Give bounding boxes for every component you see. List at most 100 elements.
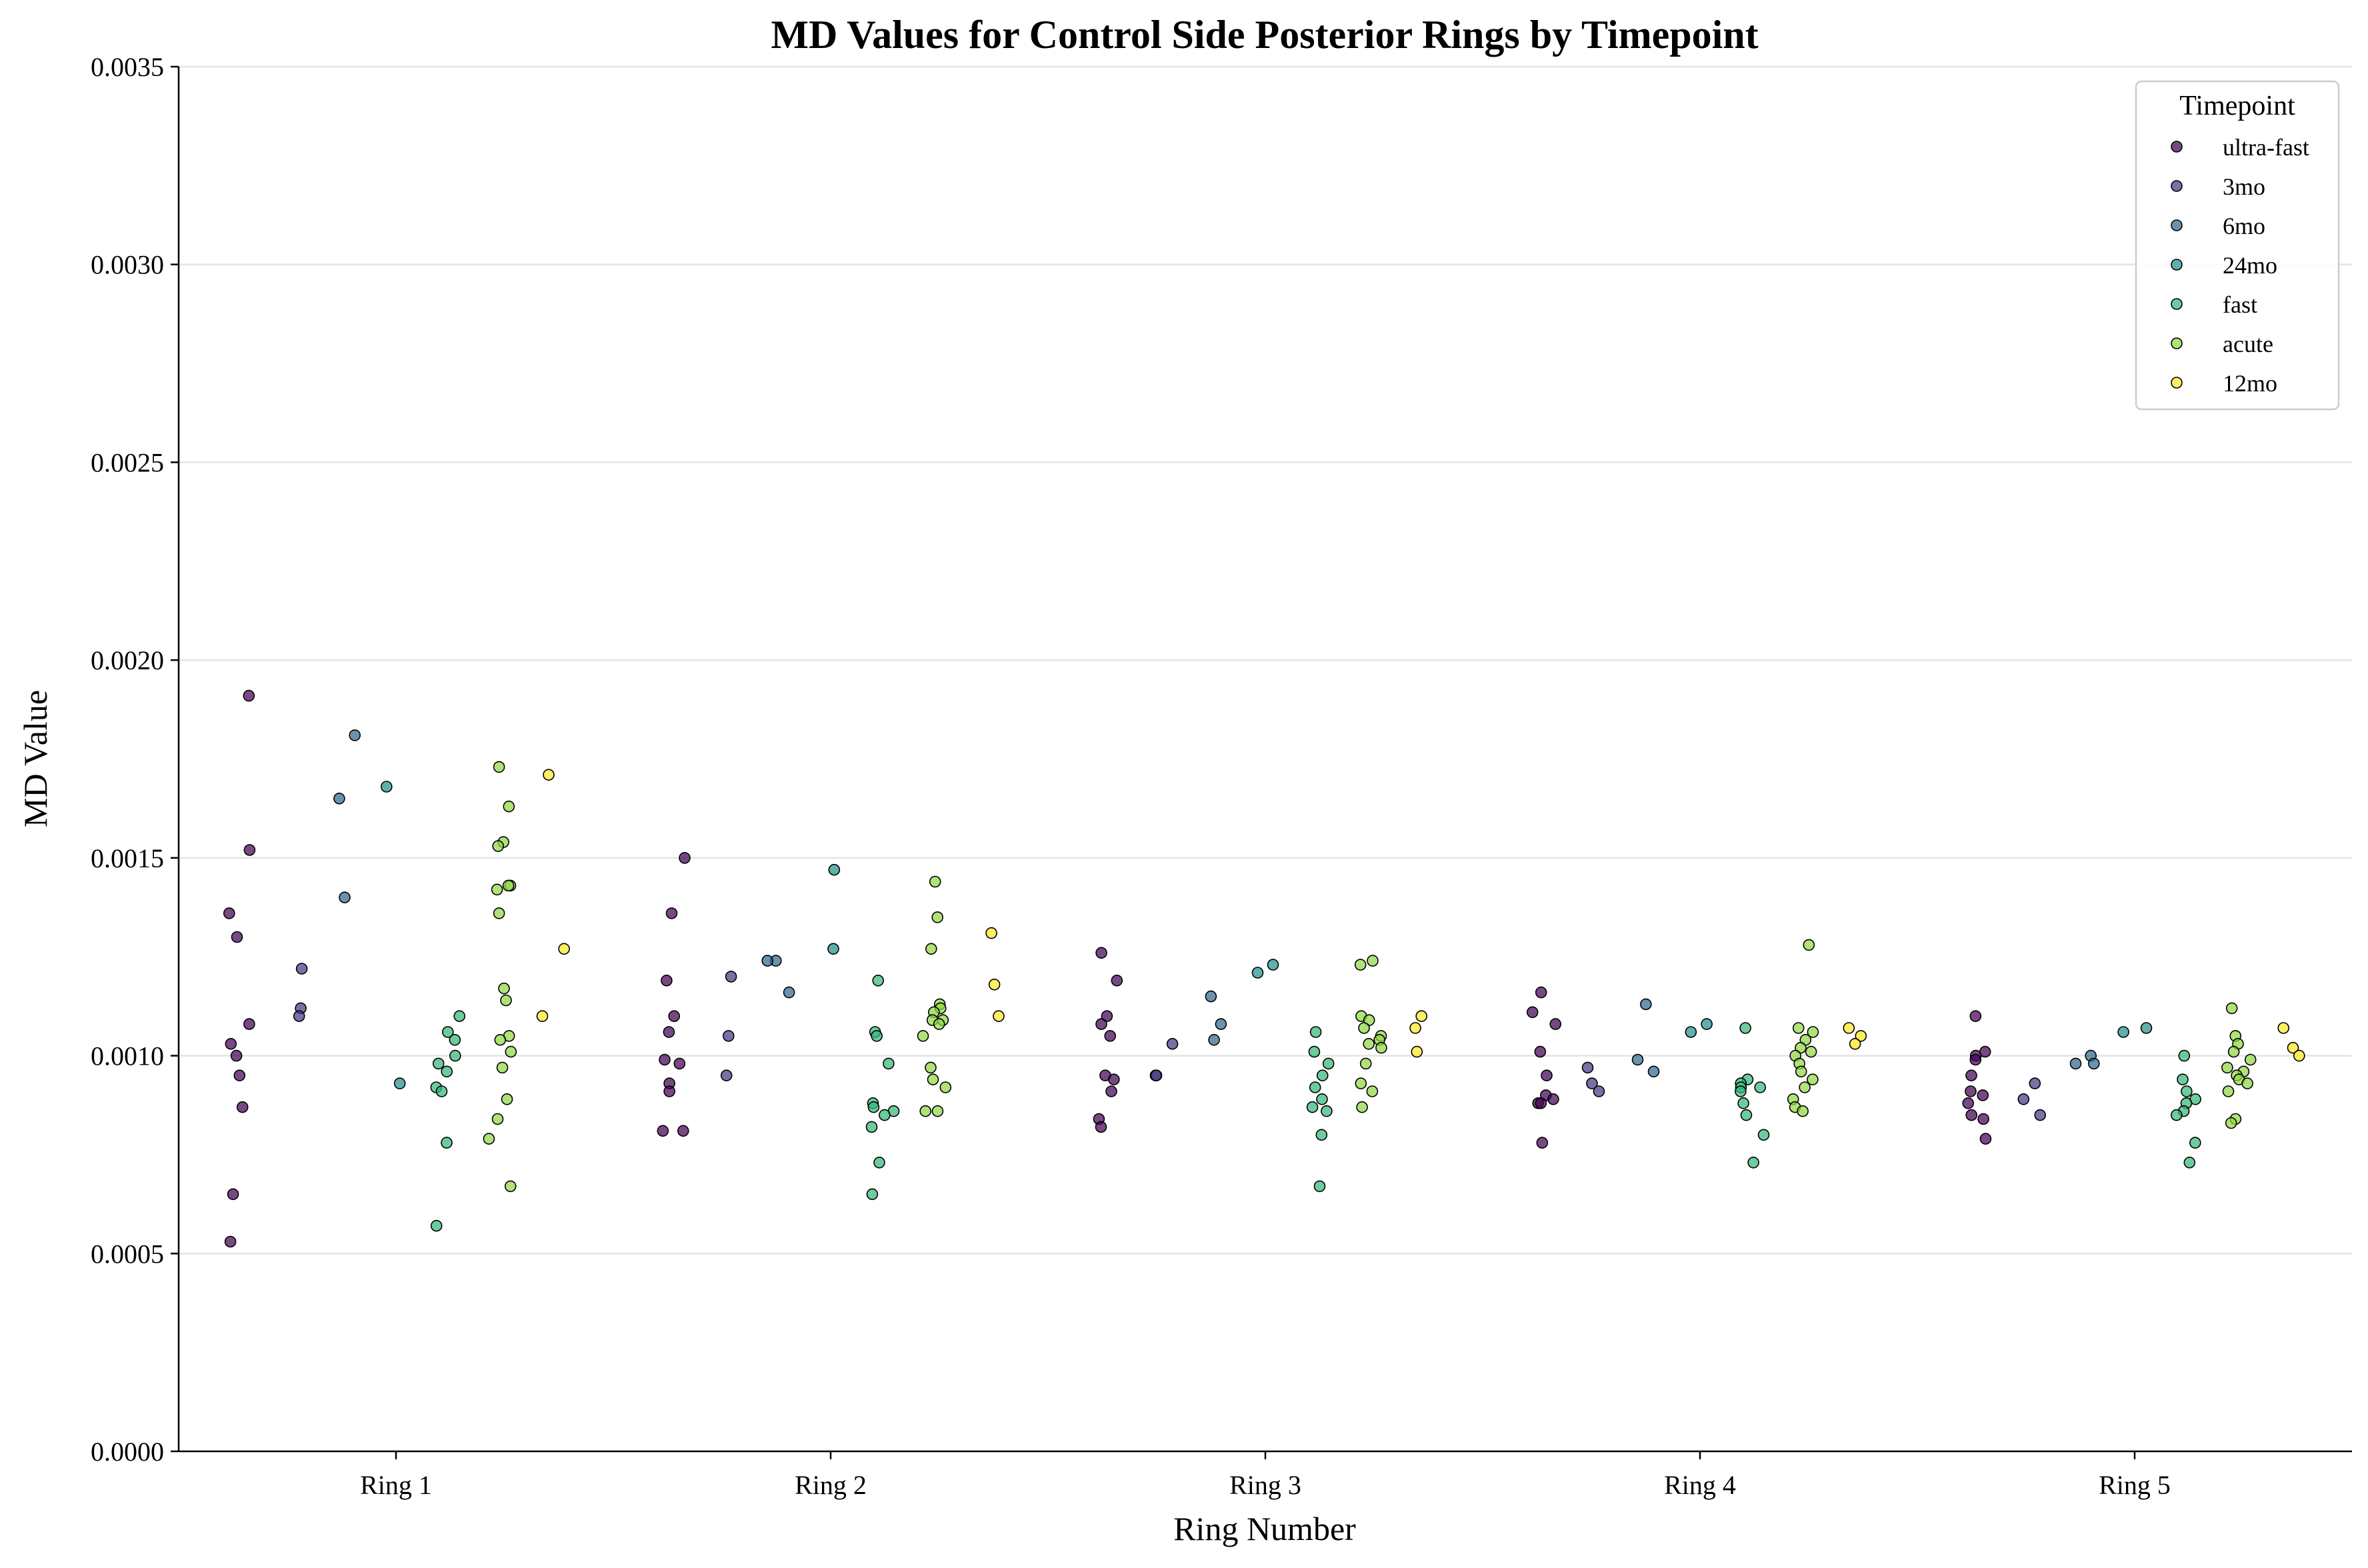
scatter-point <box>1315 1129 1328 1141</box>
scatter-point <box>1797 1105 1809 1117</box>
scatter-point <box>917 1030 929 1042</box>
scatter-point <box>1111 975 1123 987</box>
scatter-point <box>1754 1081 1766 1093</box>
scatter-point <box>449 1034 461 1046</box>
y-tick-label: 0.0020 <box>91 645 164 675</box>
scatter-point <box>1803 939 1815 951</box>
legend-label: ultra-fast <box>2223 134 2309 161</box>
scatter-point <box>1101 1010 1113 1022</box>
scatter-point <box>931 911 943 923</box>
scatter-point <box>1166 1038 1179 1050</box>
scatter-point <box>1534 1045 1547 1058</box>
scatter-point <box>1367 955 1379 967</box>
y-tick-label: 0.0010 <box>91 1041 164 1071</box>
scatter-point <box>927 1073 939 1085</box>
scatter-point <box>236 1101 249 1113</box>
scatter-point <box>1358 1022 1370 1034</box>
scatter-point <box>783 986 795 999</box>
scatter-point <box>543 769 555 781</box>
legend-label: 12mo <box>2223 370 2277 397</box>
scatter-point <box>1267 959 1279 971</box>
scatter-point <box>558 943 570 955</box>
scatter-point <box>441 1137 453 1149</box>
scatter-point <box>1549 1018 1561 1030</box>
x-tick-label: Ring 5 <box>2099 1470 2171 1500</box>
chart-title: MD Values for Control Side Posterior Rin… <box>771 13 1758 57</box>
scatter-point <box>2287 1041 2299 1054</box>
legend-title: Timepoint <box>2179 91 2295 121</box>
scatter-point <box>295 963 308 975</box>
scatter-point <box>243 689 255 702</box>
y-axis-label: MD Value <box>17 690 54 827</box>
scatter-point <box>430 1219 443 1232</box>
scatter-point <box>827 943 839 955</box>
scatter-point <box>1969 1010 1982 1022</box>
scatter-point <box>1795 1065 1807 1078</box>
scatter-point <box>1739 1022 1751 1034</box>
scatter-point <box>2189 1137 2201 1149</box>
scatter-point <box>933 1018 945 1030</box>
scatter-point <box>879 1109 891 1121</box>
scatter-point <box>883 1057 895 1070</box>
scatter-point <box>677 1125 689 1137</box>
scatter-point <box>502 879 515 892</box>
scatter-point <box>230 1049 243 1062</box>
scatter-point <box>1095 1121 1107 1133</box>
y-tick-label: 0.0015 <box>91 843 164 873</box>
scatter-point <box>293 1010 305 1022</box>
scatter-point <box>432 1057 445 1070</box>
scatter-point <box>223 907 235 919</box>
grid-lines <box>179 65 2352 1255</box>
scatter-point <box>225 1038 237 1050</box>
scatter-point <box>1843 1022 1855 1034</box>
scatter-point <box>1807 1026 1819 1038</box>
scatter-point <box>243 844 256 856</box>
scatter-point <box>1640 998 1652 1011</box>
scatter-point <box>2178 1049 2191 1062</box>
y-tick-label: 0.0000 <box>91 1437 164 1467</box>
scatter-point <box>493 907 505 919</box>
legend-marker <box>2171 141 2183 153</box>
scatter-point <box>2277 1022 2289 1034</box>
legend-marker <box>2171 219 2183 231</box>
scatter-point <box>931 1105 944 1117</box>
scatter-point <box>1807 1073 1819 1085</box>
y-tick-label: 0.0035 <box>91 52 164 82</box>
scatter-point <box>536 1010 549 1022</box>
scatter-point <box>1411 1045 1423 1058</box>
scatter-point <box>1965 1085 1977 1097</box>
scatter-point <box>504 1180 517 1193</box>
scatter-point <box>449 1049 461 1062</box>
scatter-point <box>1535 986 1547 999</box>
scatter-point <box>1309 1026 1322 1038</box>
x-tick-label: Ring 1 <box>360 1470 432 1500</box>
scatter-point <box>2222 1085 2235 1097</box>
scatter-point <box>1308 1045 1321 1058</box>
x-axis-ticks: Ring 1 Ring 2 Ring 3 Ring 4 Ring 5 <box>360 1451 2171 1500</box>
scatter-point <box>1108 1073 1120 1085</box>
scatter-point <box>1581 1061 1594 1074</box>
scatter-point <box>871 1030 883 1042</box>
scatter-point <box>2088 1057 2100 1070</box>
scatter-point <box>2069 1057 2082 1070</box>
legend-label: 6mo <box>2223 213 2265 239</box>
legend-marker <box>2171 377 2183 389</box>
scatter-point <box>673 1057 686 1070</box>
scatter-point <box>1541 1069 1553 1081</box>
scatter-point <box>867 1101 880 1113</box>
scatter-point <box>993 1010 1005 1022</box>
scatter-point <box>492 840 505 852</box>
scatter-point <box>2140 1022 2153 1034</box>
scatter-point <box>2117 1026 2129 1038</box>
scatter-point <box>725 971 737 983</box>
scatter-point <box>1535 1097 1547 1109</box>
scatter-point <box>2227 1045 2240 1058</box>
scatter-point <box>1586 1077 1598 1089</box>
scatter-point <box>2241 1077 2253 1089</box>
scatter-point <box>1965 1109 1977 1121</box>
scatter-point <box>491 1113 504 1125</box>
scatter-point <box>1735 1085 1747 1097</box>
scatter-point <box>1375 1041 1387 1054</box>
data-points <box>223 689 2305 1248</box>
